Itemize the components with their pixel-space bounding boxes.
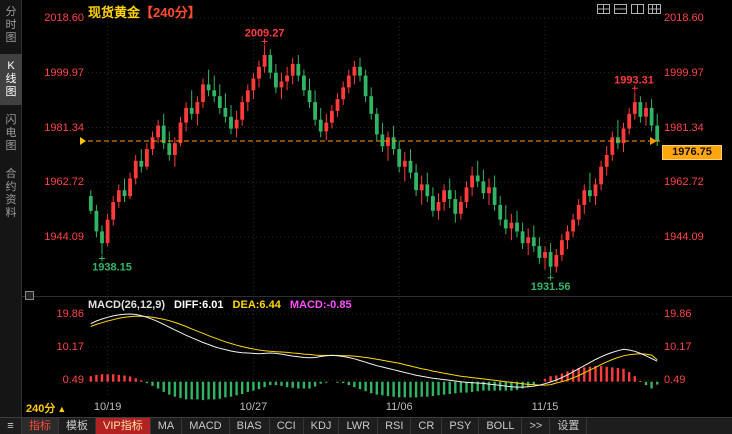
toolbar-item-psy[interactable]: PSY xyxy=(442,418,480,434)
sidebar: 分 时 图 K 线 图闪 电 图合 约 资 料 xyxy=(0,0,22,417)
macd-tick-left: 10.17 xyxy=(56,341,84,354)
toolbar-item-boll[interactable]: BOLL xyxy=(479,418,523,434)
macd-params-label: MACD(26,12,9) xyxy=(88,299,166,311)
svg-text:2009.27: 2009.27 xyxy=(245,27,285,39)
macd-tick-left: 0.49 xyxy=(62,374,84,386)
price-tick-right: 1981.34 xyxy=(664,121,704,134)
price-tick-left: 1962.72 xyxy=(44,176,84,189)
menu-icon[interactable]: ≡ xyxy=(0,418,22,434)
toolbar-item-rsi[interactable]: RSI xyxy=(378,418,412,434)
toolbar-item-lwr[interactable]: LWR xyxy=(339,418,379,434)
svg-text:1938.15: 1938.15 xyxy=(92,262,132,274)
period-text: 240分 xyxy=(26,403,56,415)
macd-tick-right: 19.86 xyxy=(664,308,692,320)
toolbar-item-vip-indicator[interactable]: VIP指标 xyxy=(96,418,151,434)
panel-divider xyxy=(22,296,732,297)
current-price-arrow-icon xyxy=(650,137,657,145)
svg-text:1931.56: 1931.56 xyxy=(531,281,571,293)
chart-title: 现货黄金【240分】 xyxy=(88,2,201,21)
macd-dea-value: DEA:6.44 xyxy=(232,299,281,311)
macd-tick-right: 10.17 xyxy=(664,341,692,354)
price-tick-right: 1962.72 xyxy=(664,176,704,189)
price-tick-right: 2018.60 xyxy=(664,12,704,24)
macd-value: MACD:-0.85 xyxy=(289,299,352,311)
price-tick-left: 1981.34 xyxy=(44,121,84,134)
date-tick: 11/06 xyxy=(385,401,413,413)
toolbar-item-bias[interactable]: BIAS xyxy=(230,418,270,434)
layout-icons xyxy=(597,4,661,14)
current-price-box: 1976.75 xyxy=(662,145,722,160)
macd-tick-right: 0.49 xyxy=(664,374,686,386)
toolbar-item-indicator[interactable]: 指标 xyxy=(22,418,59,434)
macd-diff-value: DIFF:6.01 xyxy=(174,299,224,311)
sidebar-item-kline-chart[interactable]: K 线 图 xyxy=(0,54,22,105)
toolbar-item-template[interactable]: 模板 xyxy=(59,418,96,434)
sidebar-item-contract-info[interactable]: 合 约 资 料 xyxy=(5,168,17,219)
date-tick: 10/19 xyxy=(93,401,122,413)
price-tick-right: 1999.97 xyxy=(664,66,704,79)
symbol-name: 现货黄金 xyxy=(88,5,141,20)
layout-split-horizontal-icon[interactable] xyxy=(614,4,627,14)
toolbar-item-settings[interactable]: 设置 xyxy=(550,418,588,434)
layout-grid-3x3-icon[interactable] xyxy=(648,4,661,14)
date-tick: 10/27 xyxy=(239,401,268,413)
period-selector[interactable]: 240分 ▲ xyxy=(26,400,66,416)
macd-status-line: MACD(26,12,9) DIFF:6.01 DEA:6.44 MACD:-0.85 xyxy=(88,299,361,311)
toolbar: ≡ 指标 模板 VIP指标 MA MACD BIAS CCI KDJ LWR RSI CR PSY BO… xyxy=(0,417,732,434)
toolbar-items: 指标 模板 VIP指标 MA MACD BIAS CCI KDJ LWR RSI CR PSY BOLL… xyxy=(22,418,588,434)
toolbar-item-kdj[interactable]: KDJ xyxy=(304,418,340,434)
toolbar-item-cr[interactable]: CR xyxy=(411,418,443,434)
price-tick-left: 1944.09 xyxy=(44,231,84,243)
price-line-marker-icon xyxy=(80,137,86,145)
price-tick-left: 1999.97 xyxy=(44,66,84,79)
svg-text:1993.31: 1993.31 xyxy=(614,74,654,86)
macd-tick-left: 19.86 xyxy=(56,308,84,320)
sidebar-item-time-chart[interactable]: 分 时 图 xyxy=(5,6,17,44)
layout-split-vertical-icon[interactable] xyxy=(631,4,644,14)
indicator-panel-toggle-icon[interactable] xyxy=(25,291,34,300)
sidebar-item-flash-chart[interactable]: 闪 电 图 xyxy=(5,114,17,152)
toolbar-item-more[interactable]: >> xyxy=(522,418,551,434)
toolbar-item-ma[interactable]: MA xyxy=(151,418,183,434)
layout-grid-2x2-icon[interactable] xyxy=(597,4,610,14)
triangle-up-icon: ▲ xyxy=(57,404,67,414)
date-tick: 11/15 xyxy=(531,401,559,413)
price-tick-right: 1944.09 xyxy=(664,231,704,243)
toolbar-item-macd[interactable]: MACD xyxy=(182,418,230,434)
price-tick-left: 2018.60 xyxy=(44,12,84,24)
toolbar-item-cci[interactable]: CCI xyxy=(270,418,304,434)
period-label: 【240分】 xyxy=(140,5,201,20)
